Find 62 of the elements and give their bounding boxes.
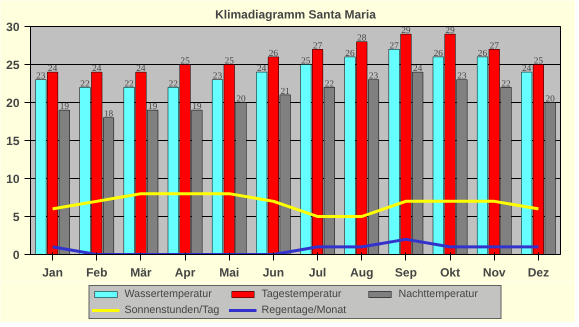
y-tick-label: 15 bbox=[6, 134, 20, 148]
x-tick-label: Sep bbox=[394, 266, 417, 280]
data-label: 19 bbox=[192, 102, 202, 112]
data-label: 26 bbox=[434, 48, 444, 59]
data-label: 25 bbox=[180, 56, 190, 66]
data-label: 18 bbox=[104, 110, 114, 120]
data-label: 23 bbox=[368, 72, 379, 82]
y-tick-label: 0 bbox=[12, 248, 20, 262]
data-label: 23 bbox=[36, 72, 46, 82]
data-label: 20 bbox=[236, 94, 246, 104]
data-label: 25 bbox=[224, 56, 234, 66]
data-label: 26 bbox=[345, 48, 355, 59]
legend-label: Sonnenstunden/Tag bbox=[124, 304, 220, 316]
x-tick-label: Mär bbox=[130, 266, 152, 280]
data-label: 22 bbox=[124, 79, 134, 90]
y-tick-label: 10 bbox=[6, 172, 20, 186]
x-tick-label: Feb bbox=[86, 266, 108, 280]
data-label: 22 bbox=[501, 79, 512, 90]
x-tick-label: Aug bbox=[350, 266, 374, 280]
data-label: 21 bbox=[280, 86, 290, 97]
data-label: 27 bbox=[490, 41, 500, 52]
data-label: 20 bbox=[546, 94, 556, 104]
data-label: 29 bbox=[445, 26, 456, 36]
data-label: 27 bbox=[389, 41, 400, 52]
x-tick-label: Jan bbox=[42, 266, 63, 280]
data-label: 22 bbox=[80, 79, 90, 90]
x-tick-label: Dez bbox=[528, 266, 550, 280]
data-label: 23 bbox=[457, 72, 467, 82]
data-label: 29 bbox=[401, 26, 411, 36]
data-label: 23 bbox=[212, 72, 222, 82]
data-label: 25 bbox=[534, 56, 544, 66]
x-tick-label: Mai bbox=[219, 266, 240, 280]
data-label: 22 bbox=[168, 79, 178, 90]
data-label: 24 bbox=[522, 64, 532, 74]
data-label: 24 bbox=[48, 64, 58, 74]
legend-label: Wassertemperatur bbox=[124, 288, 213, 300]
x-tick-label: Okt bbox=[440, 266, 460, 280]
line-series bbox=[51, 192, 540, 218]
legend-label: Tagestemperatur bbox=[262, 288, 342, 300]
y-tick-label: 30 bbox=[6, 20, 20, 34]
legend-label: Regentage/Monat bbox=[262, 304, 348, 316]
y-tick-label: 5 bbox=[12, 210, 20, 224]
data-label: 25 bbox=[301, 56, 311, 66]
data-label: 27 bbox=[312, 41, 323, 52]
data-label: 19 bbox=[148, 102, 158, 112]
data-label: 24 bbox=[136, 64, 146, 74]
x-tick-label: Apr bbox=[174, 266, 196, 280]
x-tick-label: Jul bbox=[308, 266, 326, 280]
data-label: 24 bbox=[256, 64, 267, 74]
data-label: 19 bbox=[60, 102, 70, 112]
y-tick-label: 25 bbox=[6, 58, 20, 72]
data-label: 26 bbox=[478, 48, 488, 59]
data-label: 24 bbox=[413, 64, 423, 74]
data-label: 22 bbox=[324, 79, 334, 90]
data-label: 26 bbox=[268, 48, 278, 59]
legend-label: Nachttemperatur bbox=[398, 288, 479, 300]
data-label: 28 bbox=[357, 34, 367, 44]
data-label: 24 bbox=[92, 64, 102, 74]
chart-title: Klimadiagramm Santa Maria bbox=[215, 8, 376, 22]
x-tick-label: Jun bbox=[262, 266, 284, 280]
x-tick-label: Nov bbox=[482, 266, 506, 280]
y-tick-label: 20 bbox=[6, 96, 20, 110]
